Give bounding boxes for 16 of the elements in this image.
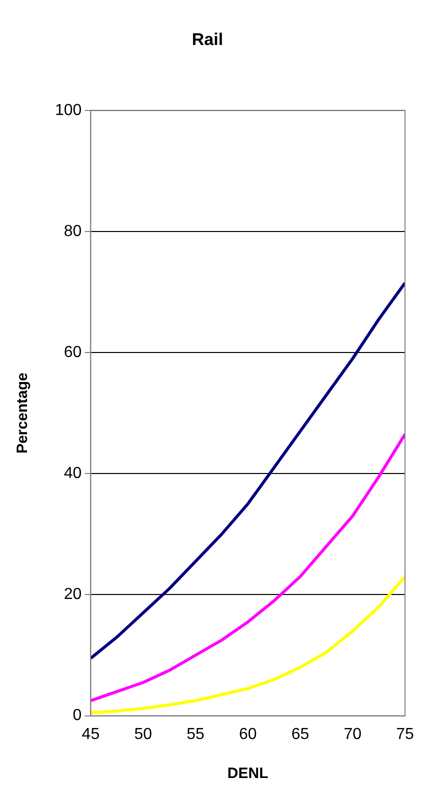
x-tick-label: 60 (238, 726, 257, 743)
x-tick-label: 75 (396, 726, 414, 743)
x-axis-title: DENL (227, 765, 268, 782)
x-tick-label: 55 (186, 726, 204, 743)
x-tick-label: 50 (134, 726, 152, 743)
y-tick-label: 80 (64, 222, 82, 240)
y-axis-title: Percentage (14, 372, 32, 454)
y-tick-label: 60 (64, 344, 82, 361)
y-tick-label: 40 (64, 465, 82, 482)
chart-title: Rail (192, 30, 224, 49)
y-tick-label: 0 (72, 707, 82, 724)
x-tick-label: 70 (344, 726, 362, 743)
y-tick-label: 100 (54, 102, 82, 119)
x-tick-label: 45 (82, 726, 100, 743)
y-tick-label: 20 (64, 586, 82, 604)
x-tick-label: 65 (291, 726, 310, 743)
